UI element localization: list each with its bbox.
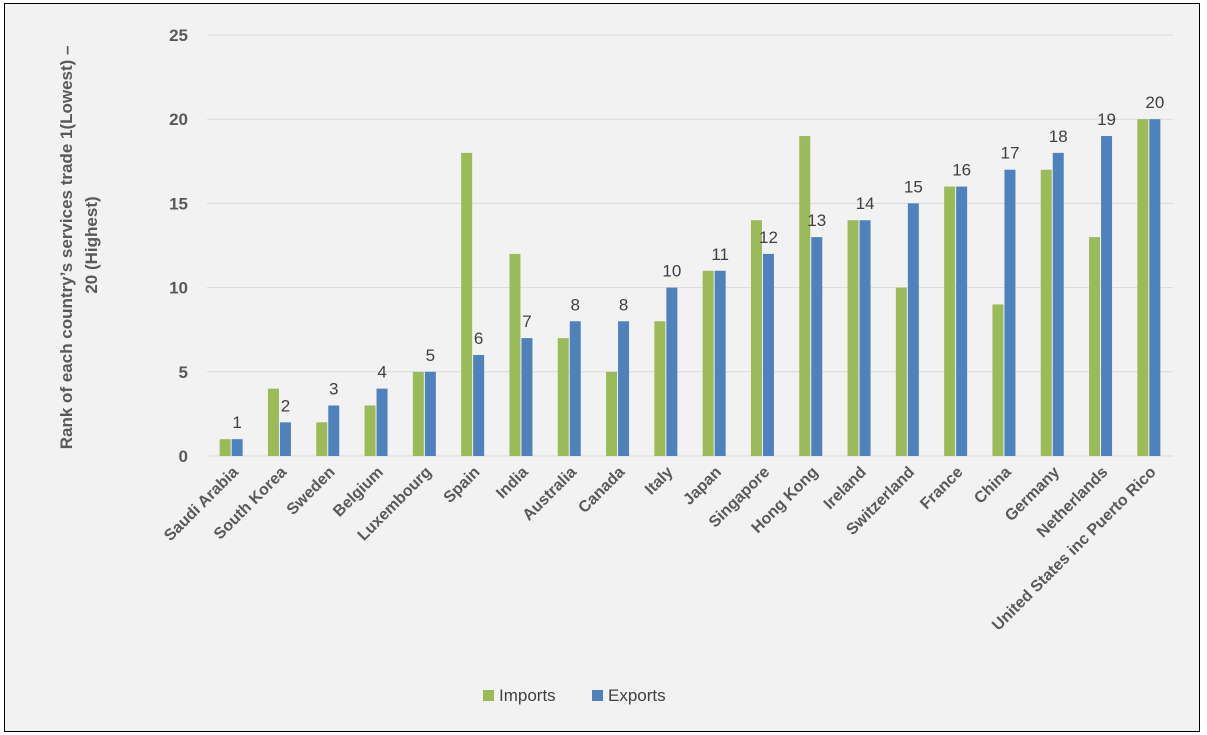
bar-exports: [811, 237, 823, 456]
data-label: 10: [662, 262, 681, 281]
data-label: 14: [856, 194, 875, 213]
x-tick-label: India: [493, 464, 531, 502]
bar-imports: [1089, 237, 1101, 456]
chart-frame: 0 5 10 15 20 25 1 2 3 4 5 6 7 8 8 10 11 12 13 14 15 16 17 18 19…: [4, 3, 1200, 732]
bars: [219, 119, 1161, 457]
bar-exports: [473, 354, 485, 456]
y-axis-title-line-2: 20 (Highest): [82, 196, 101, 293]
bar-exports: [1101, 136, 1113, 457]
data-label: 15: [904, 177, 923, 196]
data-label: 8: [571, 295, 580, 314]
bar-imports: [992, 304, 1004, 456]
bar-imports: [412, 371, 424, 456]
data-label: 17: [1000, 144, 1019, 163]
gridlines: [207, 34, 1173, 457]
bar-imports: [847, 220, 859, 456]
y-tick-label: 15: [169, 194, 188, 213]
data-label: 8: [619, 295, 628, 314]
legend-label-exports: Exports: [608, 686, 666, 705]
bar-exports: [1004, 169, 1016, 456]
bar-imports: [1040, 169, 1052, 456]
bar-imports: [606, 371, 618, 456]
legend-swatch-exports: [592, 690, 603, 701]
bar-exports: [231, 439, 243, 456]
y-tick-label: 25: [169, 26, 188, 45]
legend: Imports Exports: [483, 686, 666, 705]
bar-imports: [944, 186, 956, 456]
x-tick-label: Canada: [575, 464, 628, 517]
bar-imports: [895, 287, 907, 456]
data-label: 7: [522, 312, 531, 331]
data-label: 11: [711, 245, 729, 264]
y-tick-label: 20: [169, 110, 188, 129]
bar-imports: [461, 152, 473, 456]
bar-imports: [750, 220, 762, 456]
data-label: 5: [426, 346, 435, 365]
y-tick-label: 5: [179, 363, 188, 382]
y-axis-ticks: 0 5 10 15 20 25: [169, 26, 188, 466]
data-label: 16: [952, 161, 971, 180]
legend-swatch-imports: [483, 690, 494, 701]
bar-imports: [509, 253, 521, 456]
y-axis-title: Rank of each country’s services trade 1(…: [57, 41, 101, 449]
y-axis-title-line-1: Rank of each country’s services trade 1(…: [57, 45, 76, 449]
x-tick-label: China: [971, 464, 1015, 508]
legend-label-imports: Imports: [499, 686, 556, 705]
bar-exports: [376, 388, 388, 456]
bar-imports: [654, 321, 666, 456]
bar-exports: [328, 405, 340, 456]
bar-exports: [1052, 152, 1064, 456]
bar-exports: [569, 321, 581, 456]
data-label: 19: [1097, 110, 1116, 129]
data-label: 20: [1145, 93, 1164, 112]
x-tick-label: Spain: [441, 464, 484, 507]
data-label: 18: [1049, 127, 1068, 146]
bar-imports: [316, 422, 328, 456]
data-label: 3: [329, 379, 338, 398]
bar-imports: [219, 439, 231, 456]
bar-imports: [799, 136, 811, 457]
data-label: 4: [377, 363, 386, 382]
bar-exports: [907, 203, 919, 456]
x-tick-label: Japan: [680, 464, 725, 509]
data-label: 6: [474, 329, 483, 348]
data-label: 13: [807, 211, 826, 230]
bar-imports: [702, 270, 714, 456]
bar-exports: [521, 338, 533, 456]
bar-exports: [424, 371, 436, 456]
bar-imports: [267, 388, 279, 456]
x-tick-label: Ireland: [821, 464, 870, 513]
bar-exports: [279, 422, 291, 456]
bar-exports: [618, 321, 630, 456]
x-tick-label: Italy: [642, 464, 677, 499]
y-tick-label: 0: [179, 447, 188, 466]
bar-exports: [762, 253, 774, 456]
bar-exports: [1149, 119, 1161, 456]
bar-imports: [557, 338, 569, 456]
y-tick-label: 10: [169, 279, 188, 298]
data-label: 12: [759, 228, 778, 247]
data-label: 2: [281, 396, 290, 415]
x-tick-label: France: [917, 464, 966, 513]
bar-imports: [1137, 119, 1149, 456]
bar-exports: [859, 220, 871, 456]
x-tick-label: Sweden: [284, 464, 339, 519]
data-label: 1: [232, 413, 241, 432]
bar-imports: [364, 405, 376, 456]
bar-exports: [666, 287, 678, 456]
bar-exports: [714, 270, 726, 456]
bar-exports: [956, 186, 968, 456]
